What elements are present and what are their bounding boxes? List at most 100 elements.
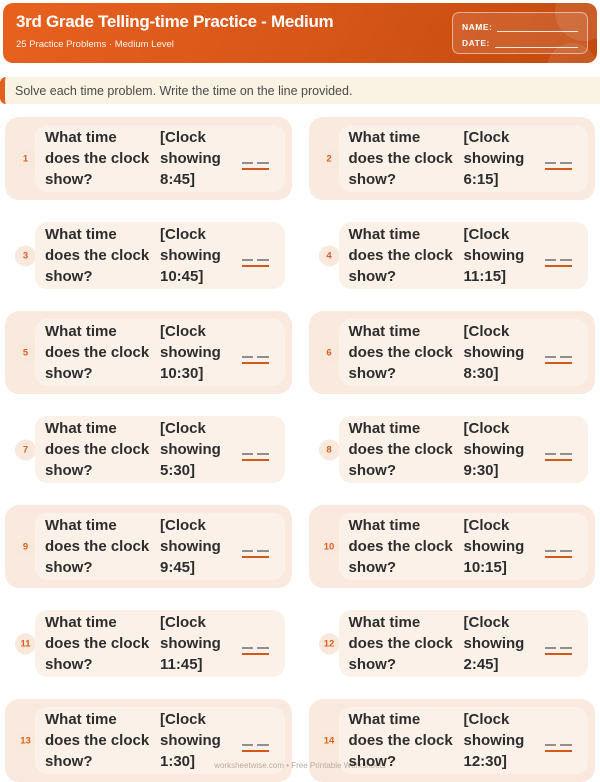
problem-question: What time does the clock show? (45, 226, 150, 285)
date-blank-line[interactable] (494, 38, 578, 48)
answer-line-bottom (545, 168, 572, 170)
answer-blank[interactable] (241, 356, 269, 364)
answer-blank[interactable] (545, 162, 572, 170)
answer-line-bottom (545, 265, 572, 267)
answer-blank[interactable] (241, 259, 269, 267)
problem-card: 10 What time does the clock show? [Clock… (308, 505, 595, 588)
date-row: DATE: (462, 36, 578, 48)
problem-question: What time does the clock show? (348, 614, 453, 673)
answer-line-bottom (545, 459, 572, 461)
problem-card: 9 What time does the clock show? [Clock … (5, 505, 292, 588)
problem-clock-label: [Clock showing 6:15] (463, 129, 525, 188)
problem-question: What time does the clock show? (45, 711, 150, 770)
answer-line-top (241, 647, 269, 649)
name-date-box: NAME: DATE: (452, 12, 588, 54)
problem-number: 13 (15, 730, 36, 751)
page-subtitle: 25 Practice Problems · Medium Level (16, 39, 174, 50)
problem-body: What time does the clock show? [Clock sh… (338, 513, 588, 580)
answer-blank[interactable] (241, 550, 269, 558)
answer-blank[interactable] (241, 453, 269, 461)
answer-line-bottom (241, 459, 269, 461)
problem-card: 12 What time does the clock show? [Clock… (309, 602, 596, 685)
answer-blank[interactable] (241, 744, 269, 752)
watermark-text: worksheetwise.com • Free Printable Works… (214, 761, 386, 770)
problem-number: 2 (318, 148, 340, 169)
problem-question: What time does the clock show? (45, 614, 150, 673)
answer-blank[interactable] (545, 647, 572, 655)
problem-clock-label: [Clock showing 1:30] (160, 711, 221, 770)
answer-blank[interactable] (241, 647, 269, 655)
instruction-bar: Solve each time problem. Write the time … (0, 77, 600, 104)
problem-body: What time does the clock show? [Clock sh… (338, 125, 588, 192)
answer-line-top (545, 647, 572, 649)
answer-blank[interactable] (545, 744, 572, 752)
name-label: NAME: (462, 22, 493, 32)
problem-clock-label: [Clock showing 2:45] (463, 614, 525, 673)
answer-line-top (545, 162, 572, 164)
answer-blank[interactable] (545, 259, 572, 267)
problem-number: 12 (318, 633, 340, 654)
problem-card: 8 What time does the clock show? [Clock … (309, 408, 596, 491)
problem-question: What time does the clock show? (45, 129, 150, 188)
problem-clock-label: [Clock showing 5:30] (160, 420, 221, 479)
problem-question: What time does the clock show? (348, 129, 453, 188)
date-label: DATE: (462, 38, 490, 48)
problem-clock-label: [Clock showing 11:15] (463, 226, 525, 285)
problem-clock-label: [Clock showing 9:30] (463, 420, 525, 479)
answer-line-bottom (241, 362, 269, 364)
answer-line-bottom (545, 556, 572, 558)
problem-card: 5 What time does the clock show? [Clock … (5, 311, 292, 394)
problem-question: What time does the clock show? (348, 420, 453, 479)
answer-line-top (241, 162, 269, 164)
problem-card: 14 What time does the clock show? [Clock… (308, 699, 595, 782)
answer-line-bottom (241, 265, 269, 267)
answer-line-bottom (241, 750, 269, 752)
problem-body: What time does the clock show? [Clock sh… (35, 125, 285, 192)
answer-line-top (241, 744, 269, 746)
problem-clock-label: [Clock showing 12:30] (463, 711, 525, 770)
answer-line-top (241, 550, 269, 552)
problem-clock-label: [Clock showing 8:45] (160, 129, 221, 188)
problem-card: 4 What time does the clock show? [Clock … (309, 214, 596, 297)
answer-line-top (241, 453, 269, 455)
problem-number: 9 (15, 536, 36, 557)
problem-number: 5 (15, 342, 36, 363)
problem-clock-label: [Clock showing 11:45] (160, 614, 221, 673)
worksheet-header: 3rd Grade Telling-time Practice - Medium… (3, 3, 597, 63)
problem-body: What time does the clock show? [Clock sh… (35, 319, 285, 386)
problem-question: What time does the clock show? (348, 711, 453, 770)
name-blank-line[interactable] (497, 22, 578, 32)
answer-line-top (545, 453, 572, 455)
problem-body: What time does the clock show? [Clock sh… (338, 416, 588, 483)
problem-body: What time does the clock show? [Clock sh… (35, 707, 285, 774)
problem-question: What time does the clock show? (348, 323, 453, 382)
problem-clock-label: [Clock showing 10:45] (160, 226, 221, 285)
answer-line-bottom (545, 653, 572, 655)
answer-line-top (241, 259, 269, 261)
problem-clock-label: [Clock showing 10:30] (160, 323, 221, 382)
problem-question: What time does the clock show? (45, 323, 150, 382)
answer-line-bottom (241, 168, 269, 170)
answer-line-top (545, 259, 572, 261)
answer-blank[interactable] (545, 453, 572, 461)
problem-body: What time does the clock show? [Clock sh… (35, 416, 285, 483)
problem-number: 6 (318, 342, 340, 363)
problem-body: What time does the clock show? [Clock sh… (35, 513, 285, 580)
answer-line-bottom (545, 750, 572, 752)
problem-question: What time does the clock show? (348, 226, 453, 285)
problem-number: 4 (318, 245, 340, 266)
answer-blank[interactable] (241, 162, 269, 170)
problem-clock-label: [Clock showing 9:45] (160, 517, 221, 576)
problem-number: 10 (318, 536, 340, 557)
problem-number: 11 (15, 633, 36, 654)
problem-body: What time does the clock show? [Clock sh… (338, 707, 588, 774)
answer-blank[interactable] (545, 550, 572, 558)
answer-line-bottom (241, 653, 269, 655)
answer-blank[interactable] (545, 356, 572, 364)
problem-number: 1 (15, 148, 36, 169)
name-row: NAME: (462, 20, 578, 32)
page-title: 3rd Grade Telling-time Practice - Medium (16, 12, 334, 31)
problems-grid: 1 What time does the clock show? [Clock … (5, 117, 595, 782)
problem-number: 14 (318, 730, 340, 751)
problem-question: What time does the clock show? (45, 517, 150, 576)
